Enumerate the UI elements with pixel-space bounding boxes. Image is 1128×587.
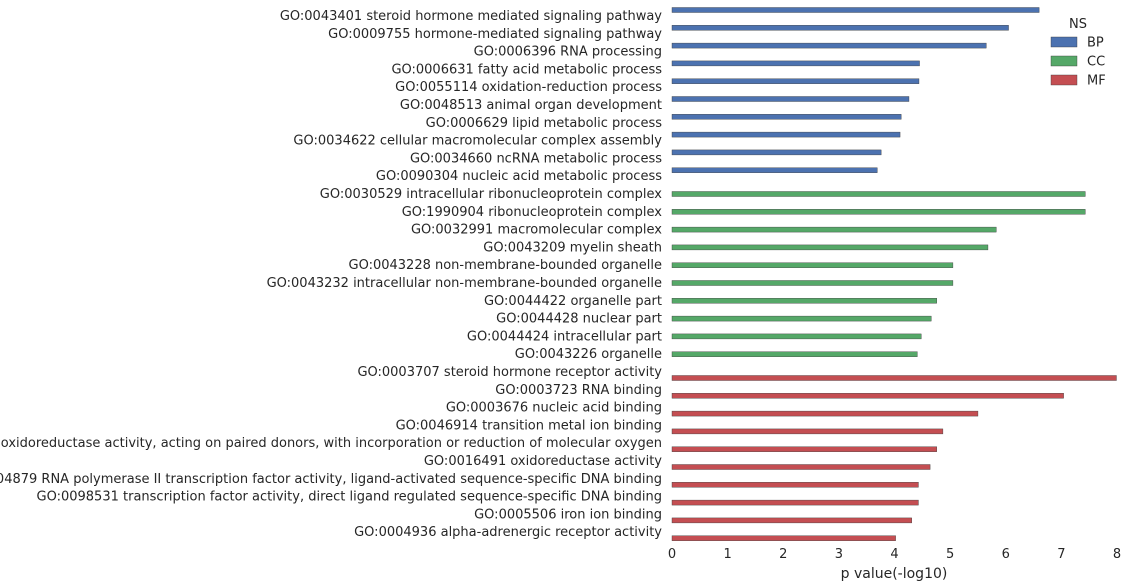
x-tick-label: 7 (1057, 547, 1065, 562)
category-label: GO:0004936 alpha-adrenergic receptor act… (354, 525, 662, 540)
x-axis: 0 1 2 3 4 5 6 7 8 (668, 547, 1121, 562)
category-label: GO:0043209 myelin sheath (483, 240, 662, 255)
bar-bp (671, 149, 882, 156)
bar-mf (671, 535, 896, 541)
bar-cc (671, 226, 997, 233)
category-label: GO:0044424 intracellular part (467, 329, 662, 344)
x-tick-label: 6 (1002, 547, 1010, 562)
x-tick-label: 1 (723, 547, 731, 562)
category-label: GO:0003707 steroid hormone receptor acti… (357, 365, 662, 380)
bar-bp (671, 42, 987, 49)
bar-bp (671, 25, 1009, 31)
category-label: GO:0003723 RNA binding (495, 383, 662, 398)
legend-swatch-bp (1050, 36, 1078, 48)
x-tick-label: 5 (946, 547, 954, 562)
category-label: GO:0006396 RNA processing (474, 45, 662, 60)
category-label: GO:0004879 RNA polymerase II transcripti… (0, 472, 662, 487)
bar-bp (671, 114, 902, 120)
bar-bp (671, 96, 910, 102)
category-label: GO:0005506 iron ion binding (474, 507, 662, 522)
bars-layer (671, 7, 1117, 541)
category-label: GO:0009755 hormone-mediated signaling pa… (328, 27, 662, 42)
category-label: GO:0043226 organelle (515, 347, 662, 362)
bar-cc (671, 209, 1086, 215)
category-label: GO:0048513 animal organ development (400, 98, 662, 113)
category-labels: GO:0043401 steroid hormone mediated sign… (0, 9, 662, 540)
category-label: GO:1990904 ribonucleoprotein complex (402, 205, 663, 220)
category-label: GO:0016705 oxidoreductase activity, acti… (0, 436, 662, 451)
bar-mf (671, 375, 1117, 381)
bar-mf (671, 499, 919, 506)
bar-bp (671, 167, 878, 173)
category-label: GO:0034622 cellular macromolecular compl… (293, 134, 662, 149)
legend-label-mf: MF (1087, 74, 1106, 89)
legend-title: NS (1069, 17, 1087, 32)
category-label: GO:0044422 organelle part (484, 294, 662, 309)
category-label: GO:0098531 transcription factor activity… (37, 490, 662, 505)
bar-cc (671, 262, 954, 268)
bar-cc (671, 244, 989, 251)
bar-bp (671, 78, 920, 84)
category-label: GO:0044428 nuclear part (496, 312, 662, 327)
bar-mf (671, 410, 979, 417)
x-tick-label: 8 (1113, 547, 1121, 562)
bar-mf (671, 482, 919, 488)
category-label: GO:0043401 steroid hormone mediated sign… (280, 9, 662, 24)
bar-cc (671, 298, 937, 304)
category-label: GO:0006629 lipid metabolic process (426, 116, 663, 131)
bar-cc (671, 280, 954, 286)
bar-mf (671, 393, 1064, 399)
bar-mf (671, 428, 944, 435)
category-label: GO:0055114 oxidation-reduction process (395, 80, 662, 95)
category-label: GO:0003676 nucleic acid binding (446, 401, 662, 416)
bar-cc (671, 315, 932, 322)
x-tick-label: 3 (835, 547, 843, 562)
x-tick-label: 4 (890, 547, 898, 562)
x-axis-title: p value(-log10) (841, 566, 948, 582)
category-label: GO:0043228 non-membrane-bounded organell… (349, 258, 663, 273)
bar-mf (671, 464, 931, 470)
legend-entries: BP CC MF (1050, 36, 1106, 89)
category-label: GO:0043232 intracellular non-membrane-bo… (267, 276, 662, 291)
category-label: GO:0090304 nucleic acid metabolic proces… (376, 169, 662, 184)
legend-swatch-mf (1050, 74, 1078, 86)
bar-bp (671, 7, 1040, 13)
category-label: GO:0046914 transition metal ion binding (396, 418, 662, 433)
legend: NS BP CC MF (1050, 17, 1106, 89)
category-label: GO:0030529 intracellular ribonucleoprote… (320, 187, 663, 202)
bar-cc (671, 333, 922, 340)
category-label: GO:0016491 oxidoreductase activity (424, 454, 662, 469)
legend-label-cc: CC (1087, 55, 1105, 70)
category-label: GO:0006631 fatty acid metabolic process (391, 62, 662, 77)
legend-swatch-cc (1050, 55, 1078, 67)
legend-label-bp: BP (1087, 36, 1104, 51)
bar-mf (671, 446, 937, 452)
bar-bp (671, 60, 920, 67)
x-tick-label: 2 (779, 547, 787, 562)
bar-cc (671, 351, 918, 357)
bar-bp (671, 131, 901, 138)
x-tick-label: 0 (668, 547, 676, 562)
bar-mf (671, 517, 912, 524)
category-label: GO:0034660 ncRNA metabolic process (410, 151, 662, 166)
bar-cc (671, 191, 1086, 197)
category-label: GO:0032991 macromolecular complex (411, 223, 662, 238)
